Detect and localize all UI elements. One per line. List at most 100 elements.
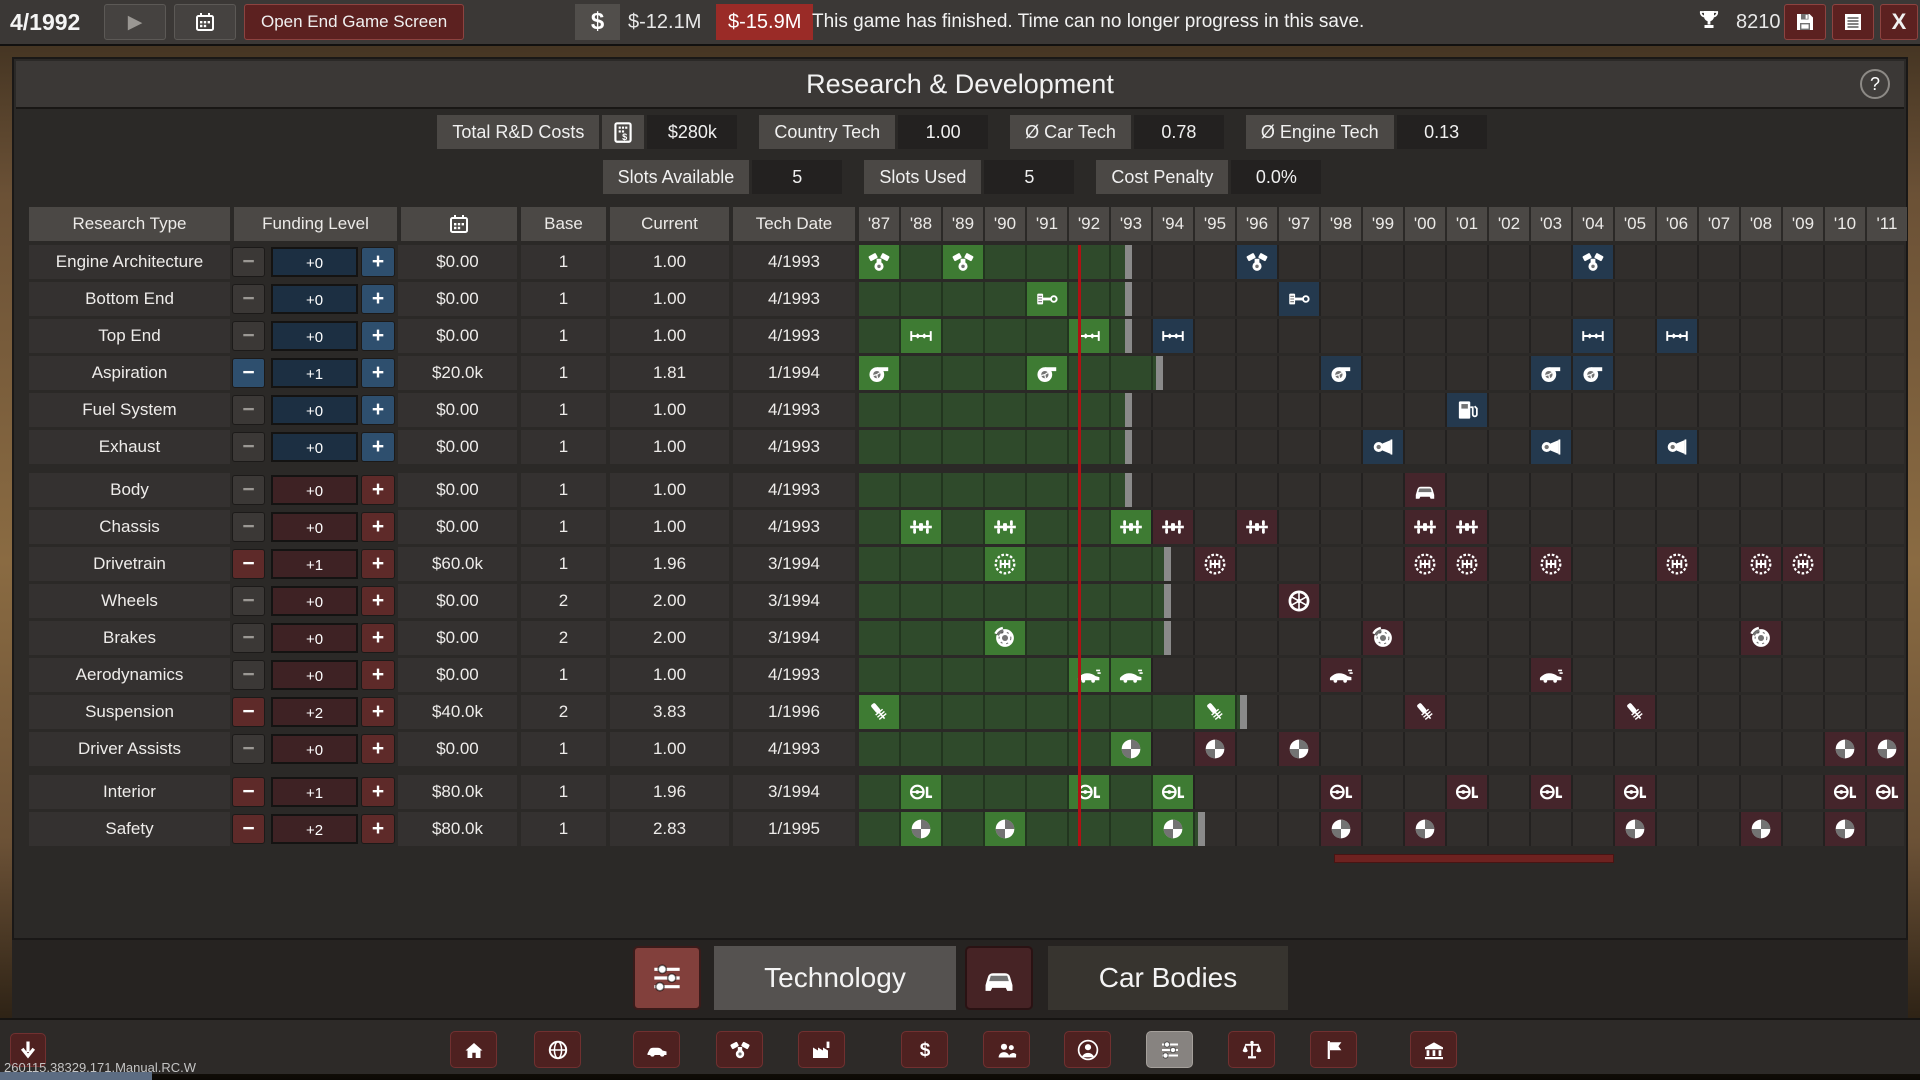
funding-increase-button[interactable]: + xyxy=(361,623,395,653)
tech-node-quadrant-icon[interactable] xyxy=(1825,812,1865,846)
toolbar-scales-button[interactable] xyxy=(1228,1031,1275,1068)
calculator-icon[interactable]: $ xyxy=(602,115,645,149)
tech-node-chassis-icon[interactable] xyxy=(1447,510,1487,544)
toolbar-dollar-button[interactable]: $ xyxy=(901,1031,948,1068)
funding-increase-button[interactable]: + xyxy=(361,814,395,844)
tech-node-quadrant-icon[interactable] xyxy=(1867,732,1904,766)
tech-node-chassis-icon[interactable] xyxy=(1111,510,1151,544)
funding-decrease-button[interactable]: − xyxy=(232,512,265,542)
tech-node-engine-icon[interactable] xyxy=(1237,245,1277,279)
tech-node-camshaft-icon[interactable] xyxy=(1573,319,1613,353)
tech-node-engine-icon[interactable] xyxy=(943,245,983,279)
tech-node-muffler-icon[interactable] xyxy=(1657,430,1697,464)
tech-node-gearbox-icon[interactable] xyxy=(985,547,1025,581)
tech-node-quadrant-icon[interactable] xyxy=(901,812,941,846)
tech-node-steeringL-icon[interactable] xyxy=(1153,775,1193,809)
play-button[interactable]: ▶ xyxy=(104,4,166,40)
tech-node-camshaft-icon[interactable] xyxy=(1657,319,1697,353)
funding-decrease-button[interactable]: − xyxy=(232,475,265,505)
funding-increase-button[interactable]: + xyxy=(361,697,395,727)
reports-button[interactable] xyxy=(1832,4,1874,40)
funding-decrease-button[interactable]: − xyxy=(232,321,265,351)
toolbar-bank-button[interactable] xyxy=(1410,1031,1457,1068)
tech-node-gearbox-icon[interactable] xyxy=(1531,547,1571,581)
toolbar-person-button[interactable] xyxy=(1064,1031,1111,1068)
funding-increase-button[interactable]: + xyxy=(361,734,395,764)
tech-node-steeringL-icon[interactable] xyxy=(1321,775,1361,809)
toolbar-people-button[interactable] xyxy=(983,1031,1030,1068)
tech-node-quadrant-icon[interactable] xyxy=(1279,732,1319,766)
tech-node-muffler-icon[interactable] xyxy=(1531,430,1571,464)
tech-node-shock-icon[interactable] xyxy=(1615,695,1655,729)
tech-node-quadrant-icon[interactable] xyxy=(985,812,1025,846)
tech-node-gearbox-icon[interactable] xyxy=(1405,547,1445,581)
tech-node-engine-icon[interactable] xyxy=(1573,245,1613,279)
minimize-bar-button[interactable] xyxy=(10,1033,46,1067)
tech-node-aerocar-icon[interactable] xyxy=(1321,658,1361,692)
tech-node-shock-icon[interactable] xyxy=(859,695,899,729)
funding-decrease-button[interactable]: − xyxy=(232,395,265,425)
tech-node-chassis-icon[interactable] xyxy=(1405,510,1445,544)
tech-node-steeringL-icon[interactable] xyxy=(1825,775,1865,809)
tab-car-bodies[interactable]: Car Bodies xyxy=(1048,946,1288,1010)
funding-decrease-button[interactable]: − xyxy=(232,814,265,844)
funding-decrease-button[interactable]: − xyxy=(232,660,265,690)
funding-increase-button[interactable]: + xyxy=(361,395,395,425)
funding-increase-button[interactable]: + xyxy=(361,777,395,807)
funding-increase-button[interactable]: + xyxy=(361,660,395,690)
tech-node-camshaft-icon[interactable] xyxy=(901,319,941,353)
tech-node-turbo-icon[interactable] xyxy=(1531,356,1571,390)
toolbar-flag-button[interactable] xyxy=(1310,1031,1357,1068)
tab-technology[interactable]: Technology xyxy=(714,946,956,1010)
tech-node-quadrant-icon[interactable] xyxy=(1615,812,1655,846)
funding-increase-button[interactable]: + xyxy=(361,247,395,277)
help-button[interactable]: ? xyxy=(1860,69,1890,99)
funding-decrease-button[interactable]: − xyxy=(232,432,265,462)
tech-node-quadrant-icon[interactable] xyxy=(1321,812,1361,846)
tech-node-quadrant-icon[interactable] xyxy=(1825,732,1865,766)
tech-node-gearbox-icon[interactable] xyxy=(1447,547,1487,581)
funding-decrease-button[interactable]: − xyxy=(232,734,265,764)
tech-node-quadrant-icon[interactable] xyxy=(1405,812,1445,846)
tech-node-steeringL-icon[interactable] xyxy=(1867,775,1904,809)
funding-decrease-button[interactable]: − xyxy=(232,284,265,314)
tech-node-carfront-icon[interactable] xyxy=(1405,473,1445,507)
funding-increase-button[interactable]: + xyxy=(361,432,395,462)
tech-node-engine-icon[interactable] xyxy=(859,245,899,279)
funding-decrease-button[interactable]: − xyxy=(232,247,265,277)
funding-increase-button[interactable]: + xyxy=(361,586,395,616)
tech-node-turbo-icon[interactable] xyxy=(1321,356,1361,390)
tech-node-camshaft-icon[interactable] xyxy=(1069,319,1109,353)
toolbar-engine-button[interactable] xyxy=(716,1031,763,1068)
tech-node-gearbox-icon[interactable] xyxy=(1657,547,1697,581)
tech-node-turbo-icon[interactable] xyxy=(859,356,899,390)
funding-increase-button[interactable]: + xyxy=(361,358,395,388)
tech-node-quadrant-icon[interactable] xyxy=(1153,812,1193,846)
tech-node-turbo-icon[interactable] xyxy=(1027,356,1067,390)
toolbar-carside-button[interactable] xyxy=(633,1031,680,1068)
toolbar-home-button[interactable] xyxy=(450,1031,497,1068)
funding-decrease-button[interactable]: − xyxy=(232,697,265,727)
funding-increase-button[interactable]: + xyxy=(361,512,395,542)
timeline-scrollbar[interactable] xyxy=(1334,854,1614,863)
tech-node-fuelpump-icon[interactable] xyxy=(1447,393,1487,427)
open-end-game-button[interactable]: Open End Game Screen xyxy=(244,4,465,40)
tech-node-aerocar-icon[interactable] xyxy=(1111,658,1151,692)
tech-node-wheel-icon[interactable] xyxy=(1279,584,1319,618)
funding-decrease-button[interactable]: − xyxy=(232,777,265,807)
tech-node-chassis-icon[interactable] xyxy=(985,510,1025,544)
tech-node-gearbox-icon[interactable] xyxy=(1741,547,1781,581)
tech-node-aerocar-icon[interactable] xyxy=(1531,658,1571,692)
funding-increase-button[interactable]: + xyxy=(361,284,395,314)
technology-tab-icon-button[interactable] xyxy=(633,946,701,1010)
funding-increase-button[interactable]: + xyxy=(361,475,395,505)
funding-increase-button[interactable]: + xyxy=(361,549,395,579)
toolbar-globe-button[interactable] xyxy=(534,1031,581,1068)
tech-node-gearbox-icon[interactable] xyxy=(1195,547,1235,581)
calendar-button[interactable] xyxy=(174,4,236,40)
tech-node-piston-icon[interactable] xyxy=(1027,282,1067,316)
close-button[interactable]: X xyxy=(1880,4,1918,40)
tech-node-brakedisc-icon[interactable] xyxy=(985,621,1025,655)
tech-node-turbo-icon[interactable] xyxy=(1573,356,1613,390)
tech-node-chassis-icon[interactable] xyxy=(901,510,941,544)
